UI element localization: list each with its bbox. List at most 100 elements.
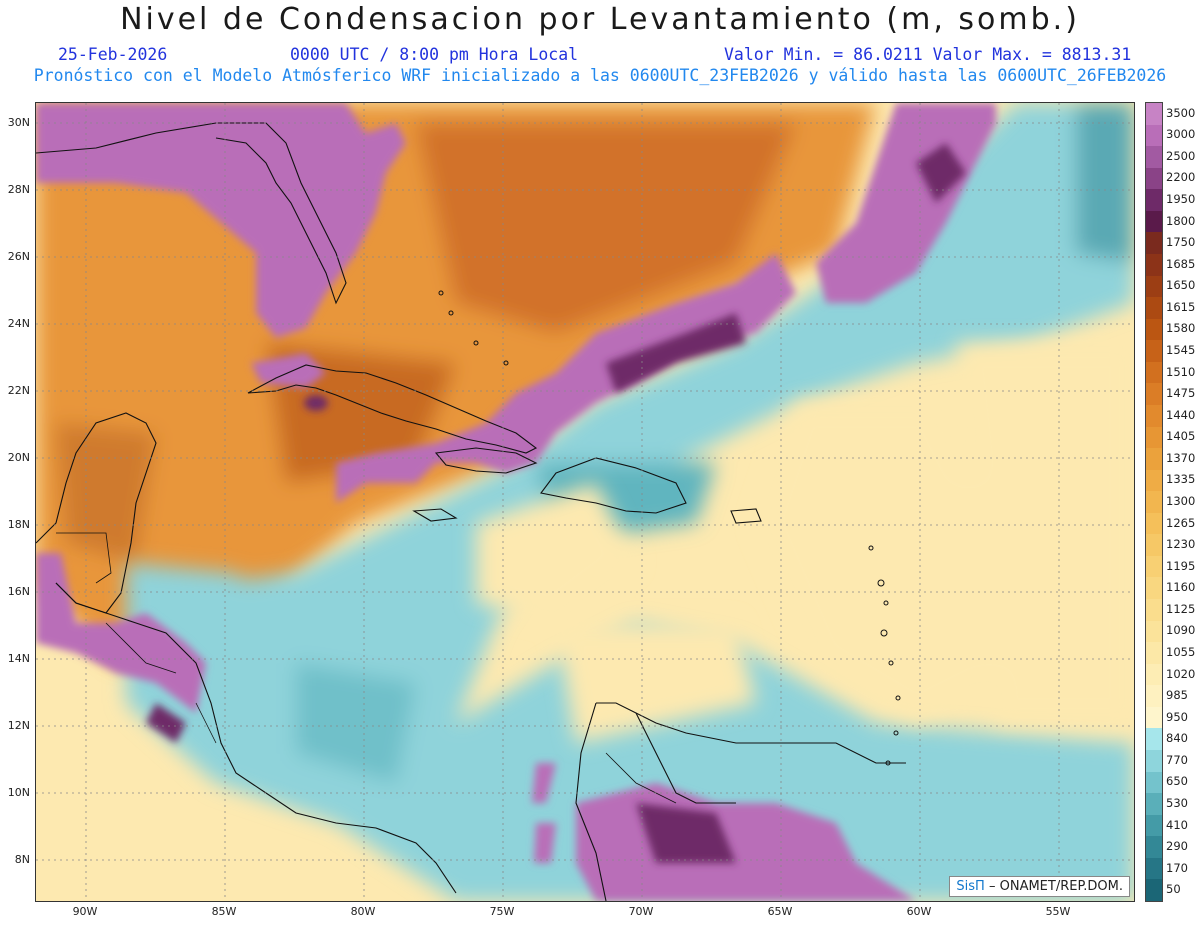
colorbar-label: 1055 [1166,644,1196,659]
colorbar-label: 1160 [1166,580,1196,595]
colorbar-label: 770 [1166,752,1188,767]
lat-label: 20N [7,451,30,464]
coastlines [36,122,906,901]
map-panel [35,102,1135,902]
dark-purple-spots [146,143,966,863]
colorbar-segment [1146,577,1162,600]
colorbar-label: 1615 [1166,299,1196,314]
colorbar-segment [1146,793,1162,816]
lon-label: 75W [489,905,515,918]
colorbar-label: 840 [1166,731,1188,746]
colorbar-label: 1335 [1166,472,1196,487]
colorbar-label: 1475 [1166,386,1196,401]
colorbar-segment [1146,189,1162,212]
lat-label: 8N [14,853,30,866]
colorbar-label: 1195 [1166,558,1196,573]
lat-label: 16N [7,585,30,598]
colorbar-segment [1146,383,1162,406]
colorbar-segment [1146,275,1162,298]
grid-lines [36,103,1134,901]
lat-label: 26N [7,250,30,263]
map-title: Nivel de Condensacion por Levantamiento … [120,2,1080,37]
colorbar-label: 650 [1166,774,1188,789]
lon-label: 55W [1045,905,1071,918]
colorbar-label: 1510 [1166,364,1196,379]
forecast-time: 0000 UTC / 8:00 pm Hora Local [290,45,579,64]
credit-logo: SisΠ [956,879,985,894]
forecast-date: 25-Feb-2026 [58,45,168,64]
colorbar-label: 1230 [1166,537,1196,552]
colorbar-label: 1265 [1166,515,1196,530]
lat-label: 22N [7,384,30,397]
colorbar-label: 1125 [1166,601,1196,616]
colorbar-segment [1146,512,1162,535]
islands [438,290,901,766]
colorbar-segment [1146,404,1162,427]
colorbar-segment [1146,361,1162,384]
lat-label: 30N [7,116,30,129]
colorbar-label: 290 [1166,839,1188,854]
colorbar-label: 170 [1166,860,1188,875]
colorbar-label: 530 [1166,795,1188,810]
colorbar-segment [1146,750,1162,773]
lon-label: 65W [767,905,793,918]
lon-label: 90W [72,905,98,918]
colorbar-segment [1146,469,1162,492]
lon-label: 60W [906,905,932,918]
credit-box: SisΠ – ONAMET/REP.DOM. [949,876,1130,897]
colorbar-segment [1146,879,1162,902]
colorbar-segment [1146,728,1162,751]
colorbar-segment [1146,555,1162,578]
field-map [36,103,1134,901]
colorbar-label: 50 [1166,882,1181,897]
colorbar-label: 410 [1166,817,1188,832]
country-borders [56,532,677,804]
colorbar-segment [1146,534,1162,557]
colorbar-label: 1440 [1166,407,1196,422]
colorbar-segment [1146,857,1162,880]
colorbar-label: 950 [1166,709,1188,724]
colorbar-segment [1146,620,1162,643]
lat-label: 18N [7,518,30,531]
colorbar-label: 1370 [1166,450,1196,465]
colorbar-segment [1146,448,1162,471]
lon-label: 80W [350,905,376,918]
colorbar-label: 1750 [1166,235,1196,250]
colorbar-label: 3500 [1166,105,1196,120]
colorbar-label: 2200 [1166,170,1196,185]
colorbar-segment [1146,340,1162,363]
colorbar-label: 2500 [1166,148,1196,163]
model-info: Pronóstico con el Modelo Atmósferico WRF… [33,66,1167,85]
colorbar-segment [1146,318,1162,341]
colorbar-segment [1146,663,1162,686]
colorbar-label: 1405 [1166,429,1196,444]
credit-text: – ONAMET/REP.DOM. [984,879,1123,894]
colorbar-segment [1146,771,1162,794]
colorbar-segment [1146,167,1162,190]
colorbar-segment [1146,836,1162,859]
colorbar-segment [1146,146,1162,169]
colorbar-label: 1300 [1166,494,1196,508]
colorbar-segment [1146,491,1162,514]
colorbar-label: 1950 [1166,192,1196,207]
colorbar-label: 985 [1166,688,1188,703]
colorbar-segment [1146,814,1162,837]
colorbar-label: 1800 [1166,213,1196,228]
lat-label: 12N [7,719,30,732]
colorbar-label: 1580 [1166,321,1196,336]
lat-label: 14N [7,652,30,665]
colorbar-segment [1146,124,1162,147]
colorbar-segment [1146,642,1162,665]
lon-label: 85W [211,905,237,918]
colorbar-segment [1146,232,1162,255]
lat-label: 28N [7,183,30,196]
colorbar-segment [1146,297,1162,320]
lat-label: 10N [7,786,30,799]
colorbar-label: 1545 [1166,343,1196,358]
colorbar-segment [1146,210,1162,233]
colorbar [1145,102,1163,902]
colorbar-segment [1146,685,1162,708]
colorbar-label: 3000 [1166,127,1196,142]
colorbar-segment [1146,706,1162,729]
lon-label: 70W [628,905,654,918]
